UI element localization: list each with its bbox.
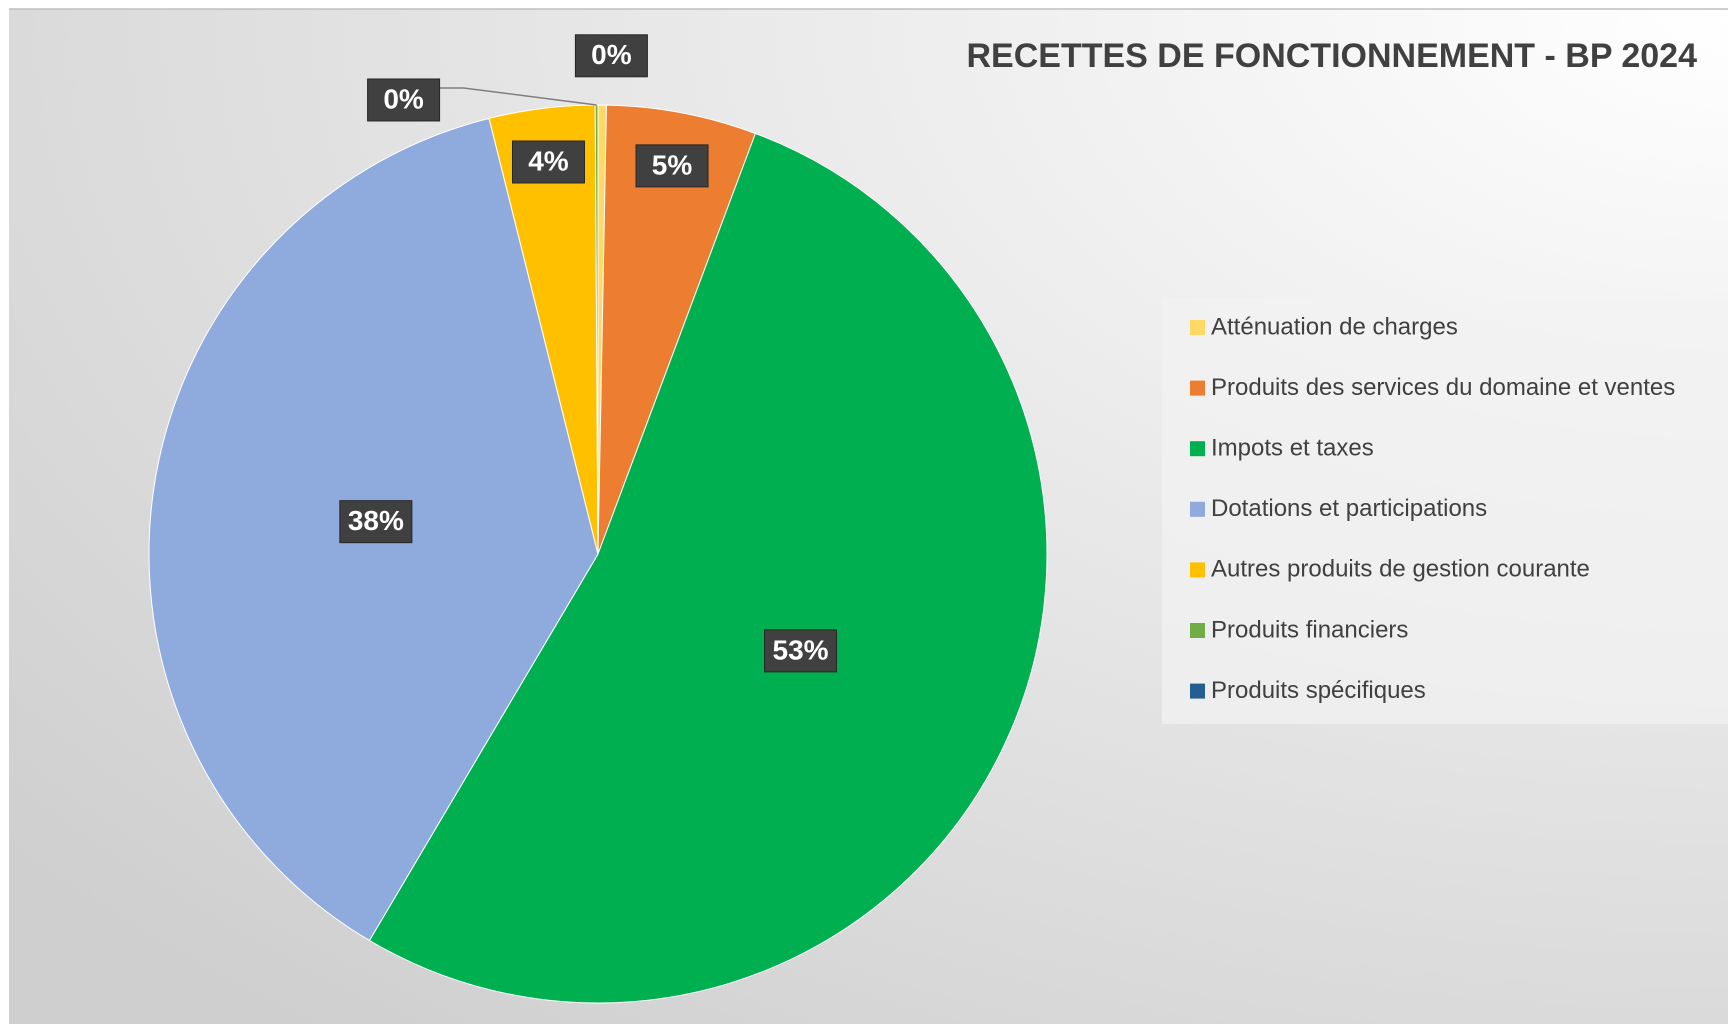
data-label-box bbox=[511, 140, 585, 184]
legend-label: Produits spécifiques bbox=[1211, 677, 1426, 704]
leader-line bbox=[439, 87, 597, 106]
legend-swatch bbox=[1190, 501, 1205, 517]
data-label-box bbox=[764, 629, 838, 673]
legend-swatch bbox=[1190, 320, 1205, 335]
data-label-box bbox=[367, 78, 441, 122]
chart-title: RECETTES DE FONCTIONNEMENT - BP 2024 bbox=[967, 37, 1698, 75]
legend-box bbox=[1162, 298, 1728, 724]
legend-swatch bbox=[1190, 562, 1205, 578]
legend-swatch bbox=[1190, 623, 1205, 638]
legend-swatch bbox=[1190, 441, 1205, 457]
legend-label: Impots et taxes bbox=[1211, 435, 1374, 462]
data-label-box bbox=[635, 144, 709, 188]
legend-label: Dotations et participations bbox=[1211, 495, 1487, 522]
data-label-box bbox=[339, 500, 413, 544]
legend-label: Produits financiers bbox=[1211, 616, 1408, 643]
pie-slice bbox=[368, 132, 1048, 1004]
data-label: 0% bbox=[383, 83, 424, 114]
legend-swatch bbox=[1190, 380, 1205, 396]
data-label: 0% bbox=[591, 39, 632, 70]
data-label-box bbox=[574, 34, 648, 78]
legend-label: Atténuation de charges bbox=[1211, 313, 1458, 340]
legend-label: Autres produits de gestion courante bbox=[1211, 556, 1590, 583]
pie-slice bbox=[597, 104, 757, 555]
data-label: 5% bbox=[652, 149, 693, 180]
legend-label: Produits des services du domaine et vent… bbox=[1211, 374, 1675, 401]
data-label: 4% bbox=[528, 145, 569, 176]
data-label: 38% bbox=[348, 505, 404, 536]
data-label: 53% bbox=[773, 634, 829, 665]
legend-swatch bbox=[1190, 683, 1205, 699]
